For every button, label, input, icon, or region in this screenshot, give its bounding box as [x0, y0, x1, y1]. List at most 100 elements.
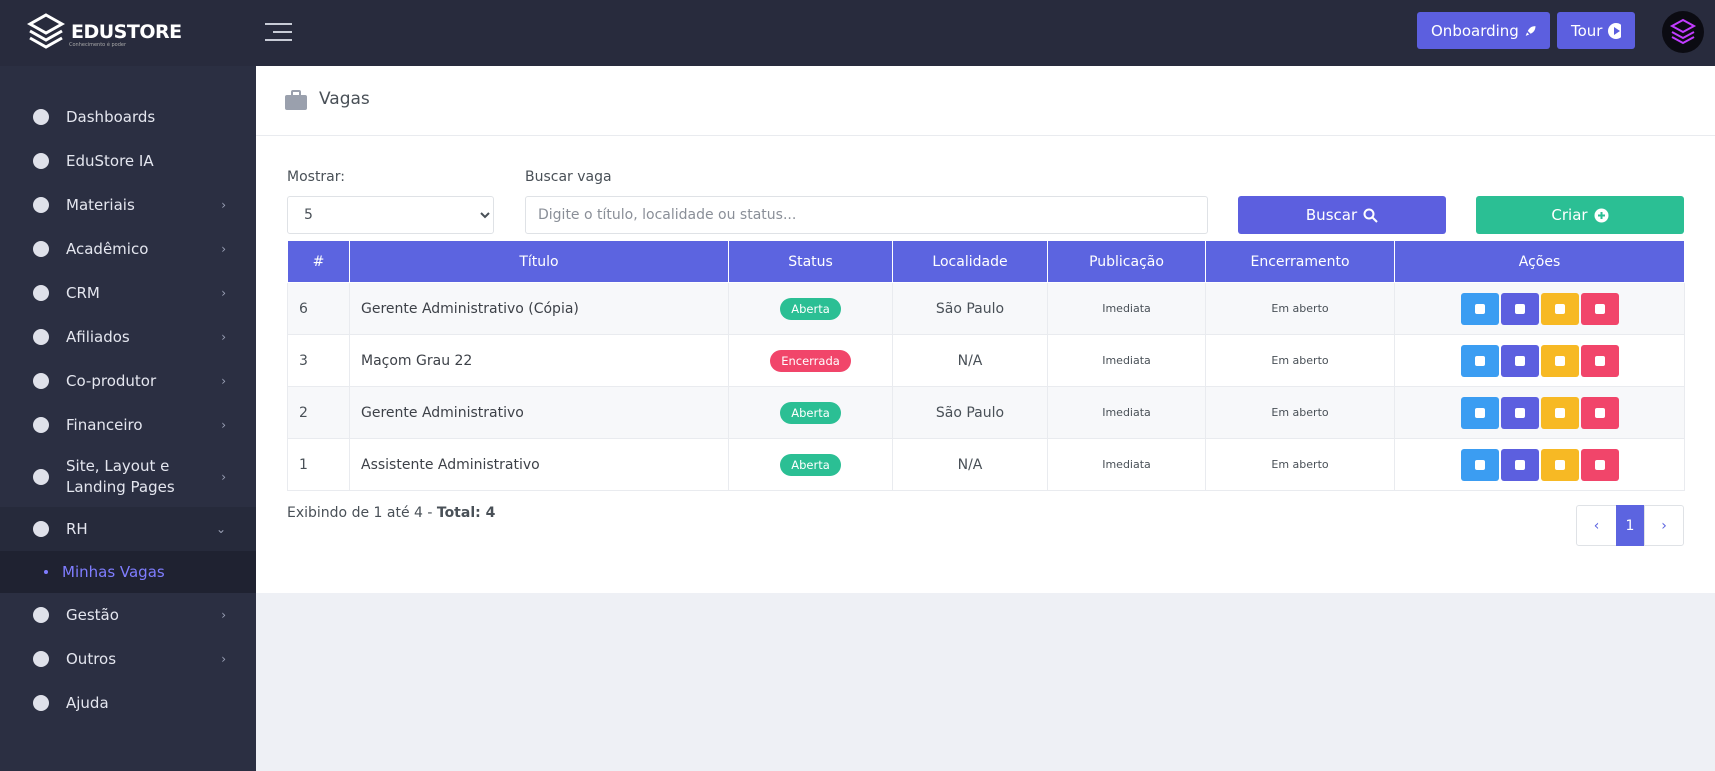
edit-button[interactable] — [1500, 396, 1539, 429]
cell-status: Encerrada — [728, 334, 893, 387]
nav-icon — [33, 695, 49, 711]
cell-id: 3 — [287, 334, 350, 387]
edit-button[interactable] — [1500, 344, 1539, 377]
nav-label: Site, Layout e Landing Pages — [66, 457, 175, 496]
nav-item[interactable]: Dashboards — [0, 95, 256, 139]
cell-location: N/A — [892, 438, 1048, 491]
cell-publication: Imediata — [1047, 282, 1206, 335]
nav-icon-shape — [33, 153, 49, 169]
nav-label: Ajuda — [66, 693, 109, 712]
nav-item[interactable]: Gestão › — [0, 593, 256, 637]
delete-button[interactable] — [1580, 292, 1619, 325]
nav-item[interactable]: Financeiro › — [0, 403, 256, 447]
duplicate-button[interactable] — [1540, 448, 1579, 481]
show-select[interactable]: 5 — [287, 196, 494, 234]
view-candidates-icon — [1474, 407, 1485, 418]
nav-item[interactable]: CRM › — [0, 271, 256, 315]
nav-label: RH — [66, 519, 88, 538]
duplicate-button[interactable] — [1540, 292, 1579, 325]
tour-button[interactable]: Tour — [1557, 12, 1635, 49]
duplicate-icon-shape — [1554, 407, 1565, 418]
cell-actions — [1394, 438, 1685, 491]
nav-icon-shape — [33, 607, 49, 623]
search-input[interactable] — [525, 196, 1208, 234]
table-row: 1 Assistente Administrativo Aberta N/A Imedi… — [287, 438, 1685, 491]
cell-actions — [1394, 386, 1685, 439]
nav-subitem[interactable]: Minhas Vagas — [0, 551, 256, 593]
delete-button[interactable] — [1580, 396, 1619, 429]
cell-actions — [1394, 334, 1685, 387]
edit-button[interactable] — [1500, 292, 1539, 325]
delete-icon — [1594, 407, 1605, 418]
rocket-icon — [1525, 25, 1536, 36]
play-icon — [1608, 22, 1621, 39]
duplicate-icon — [1554, 407, 1565, 418]
nav-icon — [33, 607, 49, 623]
nav-item[interactable]: RH ⌄ — [0, 507, 256, 551]
cell-id: 1 — [287, 438, 350, 491]
delete-button[interactable] — [1580, 344, 1619, 377]
summary-text: Exibindo de 1 até 4 - — [287, 505, 437, 521]
column-header: # — [287, 240, 350, 283]
edit-icon-shape — [1514, 303, 1525, 314]
nav-icon-shape — [33, 695, 49, 711]
nav-item[interactable]: Site, Layout e Landing Pages › — [0, 447, 256, 507]
status-badge: Aberta — [780, 453, 841, 476]
search-button-label: Buscar — [1305, 206, 1358, 224]
cell-id: 2 — [287, 386, 350, 439]
view-candidates-button[interactable] — [1460, 344, 1499, 377]
topbar: EDUSTORE Conhecimento é poder Onboarding… — [0, 0, 1715, 66]
nav-item[interactable]: Afiliados › — [0, 315, 256, 359]
menu-toggle[interactable] — [265, 22, 292, 42]
edit-icon-shape — [1514, 355, 1525, 366]
column-header: Título — [349, 240, 729, 283]
nav-icon-shape — [33, 285, 49, 301]
column-header: Status — [728, 240, 893, 283]
table-row: 2 Gerente Administrativo Aberta São Paulo Im… — [287, 386, 1685, 439]
next-page[interactable]: › — [1644, 505, 1684, 546]
nav-item[interactable]: Acadêmico › — [0, 227, 256, 271]
edit-button[interactable] — [1500, 448, 1539, 481]
search-button[interactable]: Buscar — [1238, 196, 1446, 234]
duplicate-icon — [1554, 355, 1565, 366]
delete-icon-shape — [1594, 459, 1605, 470]
edit-icon — [1514, 407, 1525, 418]
nav-icon — [33, 241, 49, 257]
avatar[interactable] — [1661, 10, 1705, 54]
view-candidates-button[interactable] — [1460, 292, 1499, 325]
nav-label: Afiliados — [66, 327, 130, 346]
logo-icon — [27, 13, 65, 49]
table-header: # Título Status Localidade Publicação Encerra… — [287, 240, 1685, 283]
nav-icon — [33, 417, 49, 433]
create-button[interactable]: Criar — [1476, 196, 1684, 234]
jobs-table: # Título Status Localidade Publicação Encerra… — [287, 240, 1685, 491]
page-header: Vagas — [256, 66, 1715, 136]
duplicate-button[interactable] — [1540, 396, 1579, 429]
view-candidates-icon — [1474, 355, 1485, 366]
status-badge: Encerrada — [770, 349, 851, 372]
plus-icon — [1594, 208, 1609, 222]
delete-button[interactable] — [1580, 448, 1619, 481]
duplicate-icon — [1554, 303, 1565, 314]
nav-item[interactable]: Materiais › — [0, 183, 256, 227]
view-candidates-icon-shape — [1474, 303, 1485, 314]
nav-item[interactable]: Ajuda — [0, 681, 256, 725]
cell-title: Assistente Administrativo — [349, 438, 729, 491]
cell-status: Aberta — [728, 282, 893, 335]
brand-name: EDUSTORE — [71, 21, 182, 43]
cell-publication: Imediata — [1047, 334, 1206, 387]
cell-id: 6 — [287, 282, 350, 335]
nav-item[interactable]: Outros › — [0, 637, 256, 681]
current-page[interactable]: 1 — [1616, 505, 1644, 546]
nav-label: Outros — [66, 649, 117, 668]
view-candidates-button[interactable] — [1460, 396, 1499, 429]
onboarding-button[interactable]: Onboarding — [1417, 12, 1550, 49]
view-candidates-button[interactable] — [1460, 448, 1499, 481]
search-icon — [1363, 208, 1378, 223]
nav-item[interactable]: EduStore IA — [0, 139, 256, 183]
duplicate-button[interactable] — [1540, 344, 1579, 377]
prev-page[interactable]: ‹ — [1576, 505, 1617, 546]
onboarding-label: Onboarding — [1431, 21, 1519, 40]
nav-icon-shape — [33, 651, 49, 667]
nav-item[interactable]: Co-produtor › — [0, 359, 256, 403]
